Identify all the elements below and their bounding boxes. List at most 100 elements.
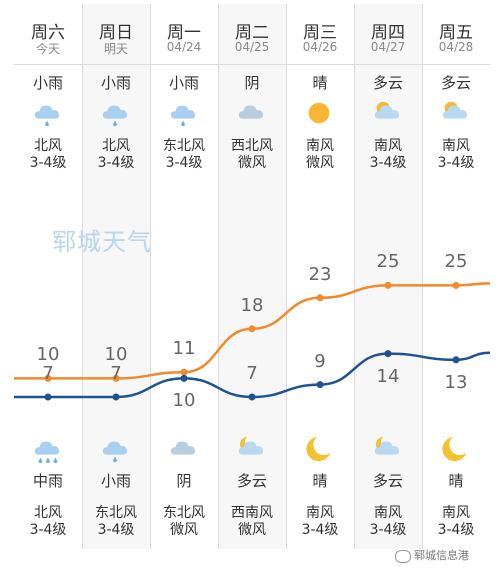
day-condition: 晴 — [312, 74, 328, 92]
day-condition: 多云 — [440, 74, 471, 92]
watermark: 郓城天气 — [52, 228, 152, 256]
column-divider — [422, 4, 423, 549]
night-condition: 中雨 — [32, 472, 63, 490]
day-column — [82, 4, 150, 549]
weekday-label: 周四 — [371, 23, 405, 43]
partly-cloudy-night-icon — [235, 434, 269, 464]
high-temp-label: 10 — [36, 344, 60, 366]
low-temp-label: 7 — [110, 363, 122, 384]
column-divider — [82, 4, 83, 549]
overcast-icon — [167, 434, 201, 464]
overcast-icon — [235, 98, 269, 128]
day-column — [218, 4, 286, 549]
night-condition: 多云 — [372, 472, 403, 490]
low-temp-label: 7 — [42, 363, 54, 384]
low-temp-label: 10 — [172, 390, 196, 412]
day-condition: 小雨 — [100, 74, 131, 92]
high-temp-point — [112, 374, 120, 382]
low-temp-point — [44, 393, 52, 401]
footer-text: 郓城信息港 — [414, 549, 469, 562]
night-wind-direction: 南风 — [306, 505, 334, 521]
night-wind-direction: 南风 — [374, 505, 402, 521]
footer-credit: 郓城信息港 — [395, 547, 469, 563]
weekday-label: 周五 — [439, 23, 473, 43]
night-wind-level: 3-4级 — [29, 522, 67, 538]
high-temp-point — [452, 281, 460, 289]
day-wind-direction: 南风 — [374, 138, 402, 154]
low-temp-point — [180, 374, 188, 382]
night-condition: 小雨 — [100, 472, 131, 490]
day-wind-direction: 东北风 — [163, 138, 205, 154]
night-wind-level: 3-4级 — [437, 522, 475, 538]
night-wind-level: 3-4级 — [369, 522, 407, 538]
date-label: 04/25 — [234, 40, 270, 54]
high-temp-point — [180, 368, 188, 376]
header-divider — [14, 64, 490, 65]
high-temp-point — [384, 281, 392, 289]
night-condition: 晴 — [448, 472, 464, 490]
weekday-label: 周日 — [99, 23, 133, 43]
high-temp-label: 10 — [104, 344, 128, 366]
moon-icon — [439, 434, 473, 464]
partly-cloudy-icon — [439, 98, 473, 128]
night-wind-level: 3-4级 — [301, 522, 339, 538]
partly-cloudy-icon — [371, 98, 405, 128]
high-temp-label: 25 — [444, 251, 468, 273]
date-label: 04/28 — [438, 40, 474, 54]
low-temp-point — [384, 350, 392, 358]
day-wind-level: 微风 — [238, 155, 266, 171]
high-temp-label: 11 — [172, 338, 196, 360]
column-divider — [218, 4, 219, 549]
day-wind-direction: 西北风 — [231, 138, 273, 154]
weekday-label: 周二 — [235, 23, 269, 43]
night-wind-level: 微风 — [238, 522, 266, 538]
high-temp-label: 18 — [240, 294, 264, 316]
day-wind-level: 3-4级 — [29, 155, 67, 171]
forecast-panel: 周六 今天 小雨 北风 3-4级 中雨 北风 3-4级 周日 明天 小雨 北风 3-4级 小雨 东北风 3-4… — [14, 4, 491, 549]
day-condition: 小雨 — [168, 74, 199, 92]
date-label: 明天 — [103, 42, 128, 56]
high-temp-point — [44, 374, 52, 382]
low-temp-point — [452, 356, 460, 364]
day-column — [150, 4, 218, 549]
day-condition: 多云 — [372, 74, 403, 92]
high-temp-point — [248, 325, 256, 333]
day-wind-level: 3-4级 — [165, 155, 203, 171]
weekday-label: 周一 — [167, 23, 201, 43]
low-temp-point — [112, 393, 120, 401]
wechat-icon — [395, 549, 411, 563]
day-wind-direction: 南风 — [442, 138, 470, 154]
light-rain-icon — [167, 98, 201, 128]
low-temp-label: 13 — [444, 371, 468, 393]
high-temp-label: 25 — [376, 251, 400, 273]
sunny-icon — [303, 98, 337, 128]
night-wind-direction: 北风 — [34, 505, 62, 521]
partly-cloudy-night-icon — [371, 434, 405, 464]
day-condition: 小雨 — [32, 74, 63, 92]
day-wind-direction: 北风 — [34, 138, 62, 154]
day-wind-level: 微风 — [306, 155, 334, 171]
night-condition: 多云 — [236, 472, 267, 490]
low-temp-label: 9 — [314, 350, 326, 372]
day-wind-level: 3-4级 — [97, 155, 135, 171]
light-rain-icon — [99, 434, 133, 464]
column-divider — [286, 4, 287, 549]
night-condition: 晴 — [312, 472, 328, 490]
date-label: 今天 — [35, 42, 60, 56]
day-wind-level: 3-4级 — [369, 155, 407, 171]
night-wind-level: 微风 — [170, 522, 198, 538]
date-label: 04/27 — [370, 40, 406, 54]
day-column — [354, 4, 422, 549]
low-temp-label: 7 — [246, 363, 258, 384]
low-temp-point — [248, 393, 256, 401]
night-wind-level: 3-4级 — [97, 522, 135, 538]
light-rain-icon — [31, 98, 65, 128]
date-label: 04/24 — [166, 40, 202, 54]
day-wind-direction: 北风 — [102, 138, 130, 154]
night-wind-direction: 西南风 — [231, 505, 273, 521]
night-wind-direction: 东北风 — [95, 505, 137, 521]
day-wind-level: 3-4级 — [437, 155, 475, 171]
night-condition: 阴 — [176, 472, 192, 490]
high-temp-label: 23 — [308, 263, 332, 285]
column-divider — [150, 4, 151, 549]
